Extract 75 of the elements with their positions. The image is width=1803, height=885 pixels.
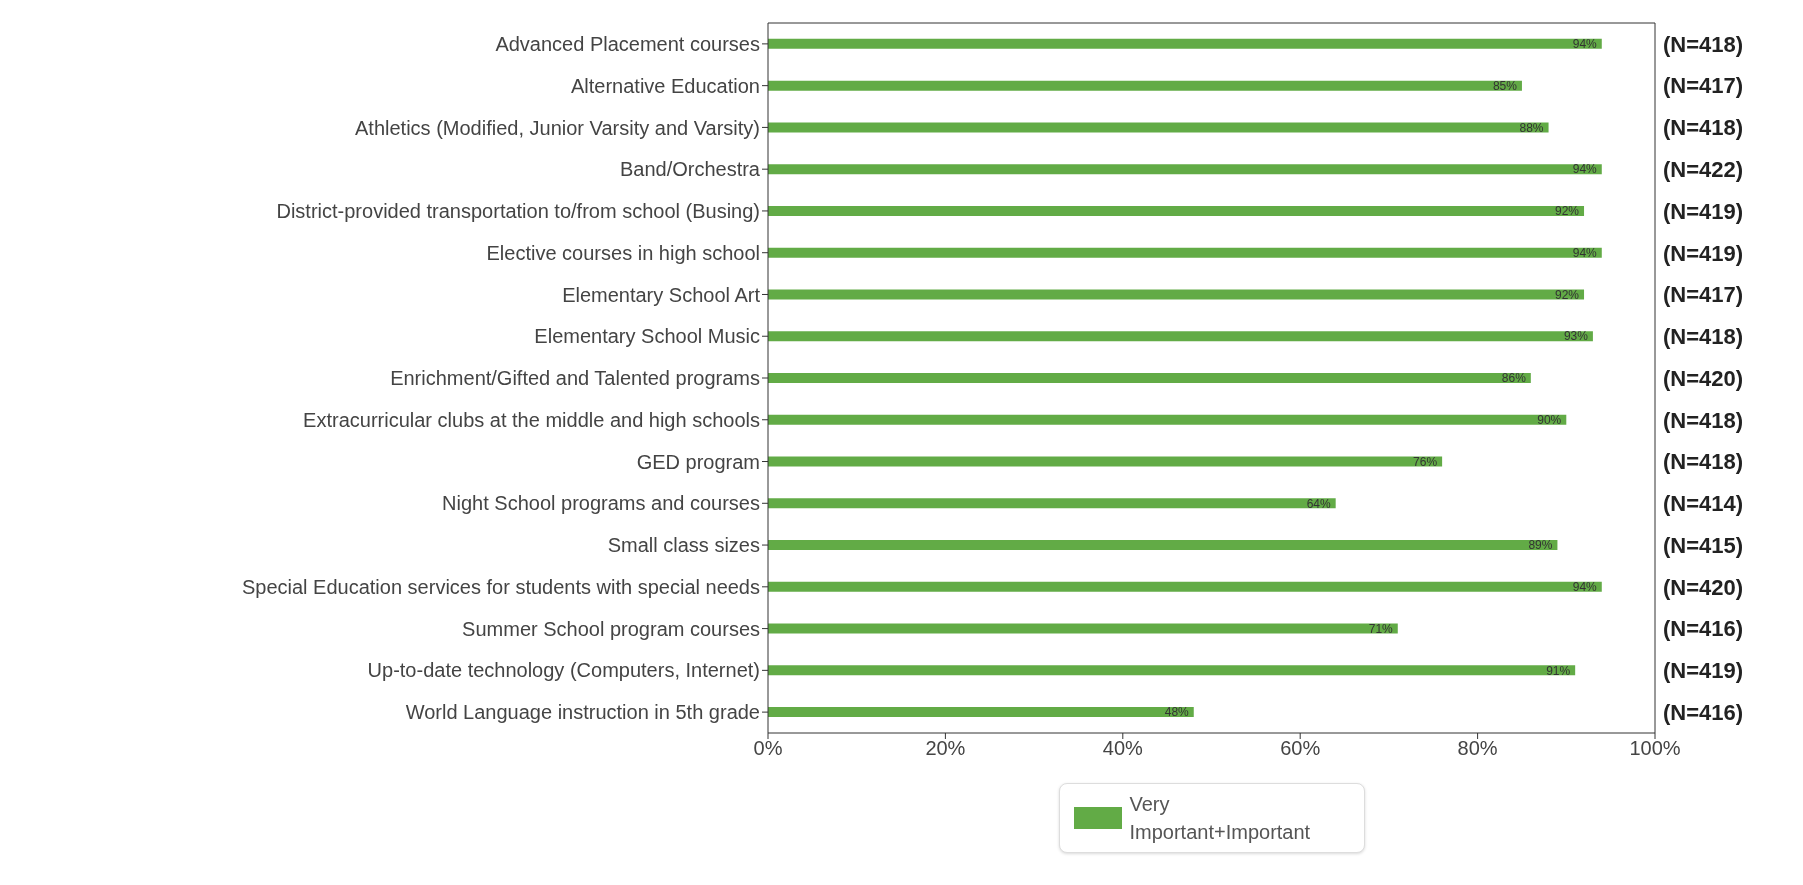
x-tick-label: 0%: [753, 737, 783, 760]
y2-tick-label: (N=419): [1663, 240, 1744, 266]
bar: [768, 38, 1602, 49]
data-label: 64%: [1306, 496, 1331, 511]
bar: [768, 707, 1194, 718]
y2-tick-label: (N=418): [1663, 324, 1744, 350]
bar: [768, 205, 1585, 216]
data-label: 94%: [1572, 245, 1598, 260]
y2-tick-label: (N=417): [1663, 282, 1744, 308]
x-tick-label: 80%: [1457, 737, 1498, 760]
y-tick-label: Elementary School Art: [562, 283, 761, 306]
y2-tick-label: (N=422): [1663, 156, 1744, 182]
y2-tick-label: (N=417): [1663, 73, 1744, 99]
bar: [768, 414, 1567, 425]
data-label: 90%: [1537, 413, 1562, 428]
data-label: 91%: [1546, 663, 1571, 678]
data-label: 93%: [1563, 329, 1589, 344]
y-tick-label: Alternative Education: [570, 74, 760, 97]
bar: [768, 581, 1602, 592]
y-tick-label: Night School programs and courses: [442, 492, 760, 515]
bar: [768, 331, 1593, 342]
y2-tick-label: (N=418): [1663, 407, 1744, 433]
x-tick-label: 20%: [925, 737, 966, 760]
bar: [768, 122, 1549, 133]
x-tick-label: 40%: [1102, 737, 1144, 760]
y-tick-label: Small class sizes: [607, 534, 760, 557]
data-label: 71%: [1368, 621, 1394, 636]
bar: [768, 456, 1443, 467]
y2-tick-label: (N=418): [1663, 449, 1744, 475]
data-label: 94%: [1572, 37, 1598, 52]
y2-tick-label: (N=419): [1663, 198, 1744, 224]
y2-tick-label: (N=420): [1663, 365, 1744, 391]
data-label: 85%: [1492, 78, 1518, 93]
data-label: 94%: [1572, 162, 1598, 177]
y-tick-label: Up-to-date technology (Computers, Internet): [367, 659, 760, 682]
x-tick-label: 60%: [1280, 737, 1321, 760]
y2-tick-label: (N=419): [1663, 658, 1744, 684]
y2-tick-label: (N=415): [1663, 532, 1744, 558]
y-tick-label: District-provided transportation to/from school (Busing): [276, 200, 760, 223]
y-tick-label: Elective courses in high school: [486, 241, 760, 264]
y-tick-label: GED program: [636, 450, 760, 473]
data-label: 86%: [1501, 371, 1527, 386]
y-tick-label: Summer School program courses: [462, 617, 760, 640]
y-tick-label: Extracurricular clubs at the middle and high schools: [303, 408, 760, 431]
legend-label: Very Important+Important: [1129, 792, 1312, 845]
bar: [768, 289, 1585, 300]
y2-tick-label: (N=416): [1663, 699, 1744, 725]
y-tick-label: Athletics (Modified, Junior Varsity and Varsity): [355, 116, 760, 139]
y-tick-label: Band/Orchestra: [619, 158, 761, 181]
data-label: 92%: [1555, 287, 1580, 302]
data-label: 48%: [1164, 705, 1190, 720]
data-label: 94%: [1572, 580, 1598, 595]
bar: [768, 665, 1576, 676]
bar: [768, 540, 1558, 551]
bar: [768, 164, 1602, 175]
y-tick-label: Enrichment/Gifted and Talented programs: [390, 367, 760, 390]
data-label: 76%: [1413, 454, 1438, 469]
y2-tick-label: (N=420): [1663, 574, 1744, 600]
bar: [768, 498, 1336, 509]
y-tick-label: Advanced Placement courses: [495, 32, 760, 55]
y2-tick-label: (N=418): [1663, 31, 1744, 57]
data-label: 92%: [1555, 204, 1580, 219]
y2-tick-label: (N=418): [1663, 115, 1744, 141]
y-tick-label: Elementary School Music: [534, 325, 760, 348]
y2-tick-label: (N=416): [1663, 616, 1744, 642]
x-tick-label: 100%: [1629, 737, 1681, 760]
data-label: 88%: [1519, 120, 1544, 135]
data-label: 89%: [1528, 538, 1553, 553]
y2-tick-label: (N=414): [1663, 491, 1744, 517]
bar: [768, 247, 1602, 258]
y-tick-label: World Language instruction in 5th grade: [405, 701, 760, 724]
y-tick-label: Special Education services for students with special needs: [241, 575, 760, 598]
bar: [768, 372, 1531, 383]
bar: [768, 80, 1522, 91]
bar: [768, 623, 1398, 634]
